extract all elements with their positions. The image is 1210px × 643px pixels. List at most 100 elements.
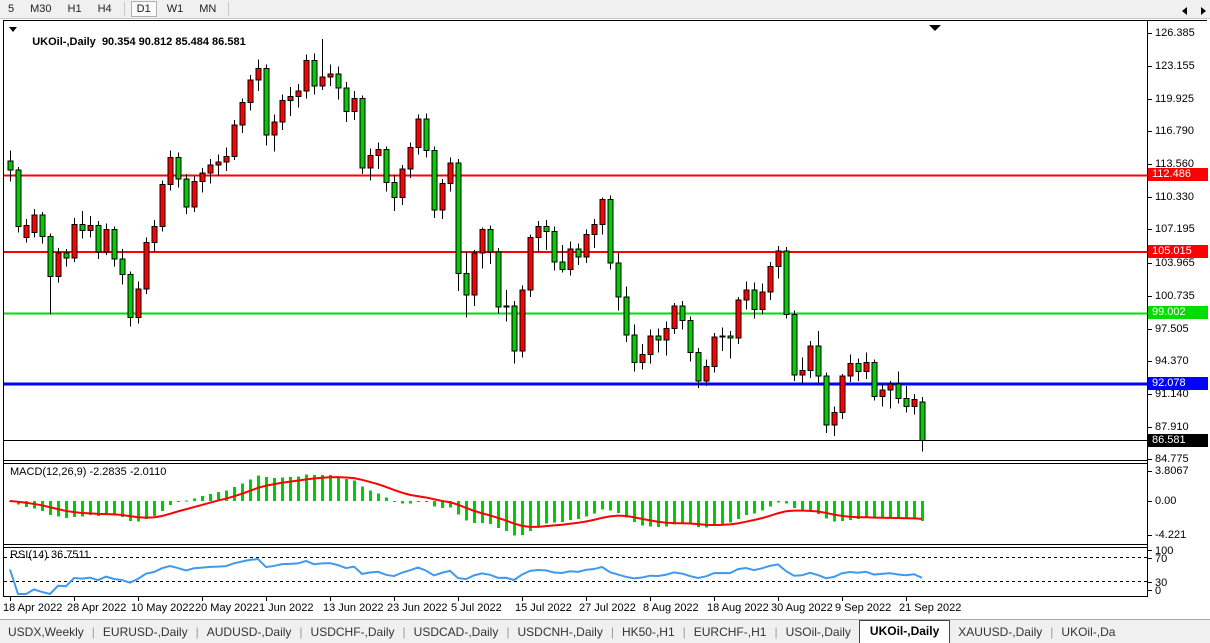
macd-histogram-bar	[881, 501, 884, 519]
tab-ukoil-da[interactable]: UKOil-,Da	[1061, 625, 1116, 639]
macd-histogram-bar	[673, 501, 676, 525]
candle-body	[31, 214, 38, 233]
macd-histogram-bar	[897, 501, 900, 519]
candle-body	[271, 121, 278, 136]
macd-histogram-bar	[313, 474, 316, 501]
date-label: 5 Jul 2022	[451, 602, 502, 614]
chart-title: UKOil-,Daily 90.354 90.812 85.484 86.581	[20, 24, 245, 60]
macd-indicator-pane[interactable]	[4, 464, 1147, 544]
macd-histogram-bar	[625, 501, 628, 518]
date-label: 10 May 2022	[131, 602, 195, 614]
macd-histogram-bar	[657, 501, 660, 528]
macd-histogram-bar	[377, 493, 380, 501]
pane-splitter[interactable]	[3, 460, 1148, 461]
timeframe-h4-button[interactable]: H4	[97, 3, 112, 15]
macd-histogram-bar	[545, 501, 548, 524]
macd-histogram-bar	[537, 501, 540, 527]
macd-histogram-bar	[457, 501, 460, 515]
macd-histogram-bar	[641, 501, 644, 526]
macd-histogram-bar	[209, 493, 212, 501]
tab-eurchf-h1[interactable]: EURCHF-,H1	[693, 625, 767, 639]
tab-hk50-h1[interactable]: HK50-,H1	[621, 625, 675, 639]
timeframe-m30-button[interactable]: M30	[30, 3, 52, 15]
candle-body	[519, 289, 526, 352]
candle-body	[687, 320, 694, 353]
rsi-tick-label: 100	[1155, 545, 1174, 557]
level-price-tag: 92.078	[1148, 377, 1208, 391]
price-chart-pane[interactable]	[4, 21, 1147, 460]
tab-usdcnh-daily[interactable]: USDCNH-,Daily	[517, 625, 603, 639]
candle-body	[623, 296, 630, 336]
candle-body	[367, 155, 374, 169]
price-axis-tick	[1147, 262, 1152, 264]
pane-splitter[interactable]	[3, 547, 1148, 548]
price-axis-tick	[1147, 131, 1152, 133]
candle-body	[751, 289, 758, 310]
macd-histogram-bar	[601, 501, 604, 510]
pane-splitter[interactable]	[3, 544, 1148, 545]
price-axis-tick	[1147, 426, 1152, 428]
tabs-scroll-left-icon[interactable]	[1182, 7, 1187, 15]
macd-tick-label: -4.221	[1155, 528, 1187, 541]
candle-body	[839, 375, 846, 414]
candle-body	[7, 160, 14, 171]
macd-histogram-bar	[353, 480, 356, 501]
candle-body	[119, 258, 126, 275]
macd-histogram-bar	[617, 501, 620, 514]
candle-body	[407, 147, 414, 170]
macd-histogram-bar	[873, 501, 876, 519]
macd-histogram-bar	[97, 501, 100, 516]
tab-usdchf-daily[interactable]: USDCHF-,Daily	[310, 625, 395, 639]
price-tick-label: 87.910	[1155, 420, 1189, 433]
tab-eurusd-daily[interactable]: EURUSD-,Daily	[102, 625, 188, 639]
chart-shift-marker-icon[interactable]	[929, 25, 941, 31]
macd-histogram-bar	[217, 492, 220, 501]
tab-ukoil-daily[interactable]: UKOil-,Daily	[858, 620, 951, 643]
candle-body	[583, 234, 590, 258]
date-label: 21 Sep 2022	[899, 602, 962, 614]
macd-histogram-bar	[825, 501, 828, 519]
candle-body	[847, 363, 854, 377]
price-tick-label: 119.925	[1155, 93, 1194, 106]
tab-usdcad-daily[interactable]: USDCAD-,Daily	[413, 625, 499, 639]
tabs-scroll-right-icon[interactable]	[1201, 7, 1206, 15]
price-tick-label: 100.735	[1155, 289, 1195, 302]
price-axis-tick	[1147, 229, 1152, 231]
macd-histogram-bar	[921, 501, 924, 521]
candle-body	[919, 401, 926, 442]
pane-splitter[interactable]	[3, 463, 1148, 464]
timeframe-d1-button[interactable]: D1	[130, 1, 157, 17]
candle-body	[463, 272, 470, 296]
candle-body	[639, 353, 646, 364]
date-axis-tick	[266, 597, 267, 601]
candle-body	[663, 328, 670, 341]
candle-body	[695, 351, 702, 382]
timeframe-mn-button[interactable]: MN	[199, 3, 217, 15]
tab-xauusd-daily[interactable]: XAUUSD-,Daily	[958, 625, 1043, 639]
candle-body	[103, 228, 110, 253]
candle-body	[431, 150, 438, 211]
price-tick-label: 94.370	[1155, 354, 1189, 367]
symbol-dropdown-icon[interactable]	[9, 27, 17, 32]
tab-usdx-weekly[interactable]: USDX,Weekly	[8, 625, 84, 639]
tab-audusd-daily[interactable]: AUDUSD-,Daily	[206, 625, 292, 639]
candle-body	[335, 73, 342, 89]
candle-body	[895, 383, 902, 399]
macd-axis-tick	[1147, 534, 1152, 536]
candle-body	[319, 76, 326, 87]
candle-body	[295, 90, 302, 97]
candle-body	[759, 291, 766, 310]
candle-body	[143, 242, 150, 290]
timeframe-w1-button[interactable]: W1	[166, 3, 184, 15]
date-axis-tick	[394, 597, 395, 601]
timeframe-h1-button[interactable]: H1	[67, 3, 82, 15]
price-axis-tick	[1147, 66, 1152, 68]
rsi-axis-tick	[1147, 557, 1152, 559]
candle-body	[855, 363, 862, 373]
candle-body	[223, 156, 230, 163]
rsi-indicator-pane[interactable]	[4, 548, 1147, 596]
timeframe-5-button[interactable]: 5	[8, 3, 15, 15]
date-axis-tick	[778, 597, 779, 601]
date-axis-tick	[522, 597, 523, 601]
tab-usoil-daily[interactable]: USOil-,Daily	[785, 625, 851, 639]
